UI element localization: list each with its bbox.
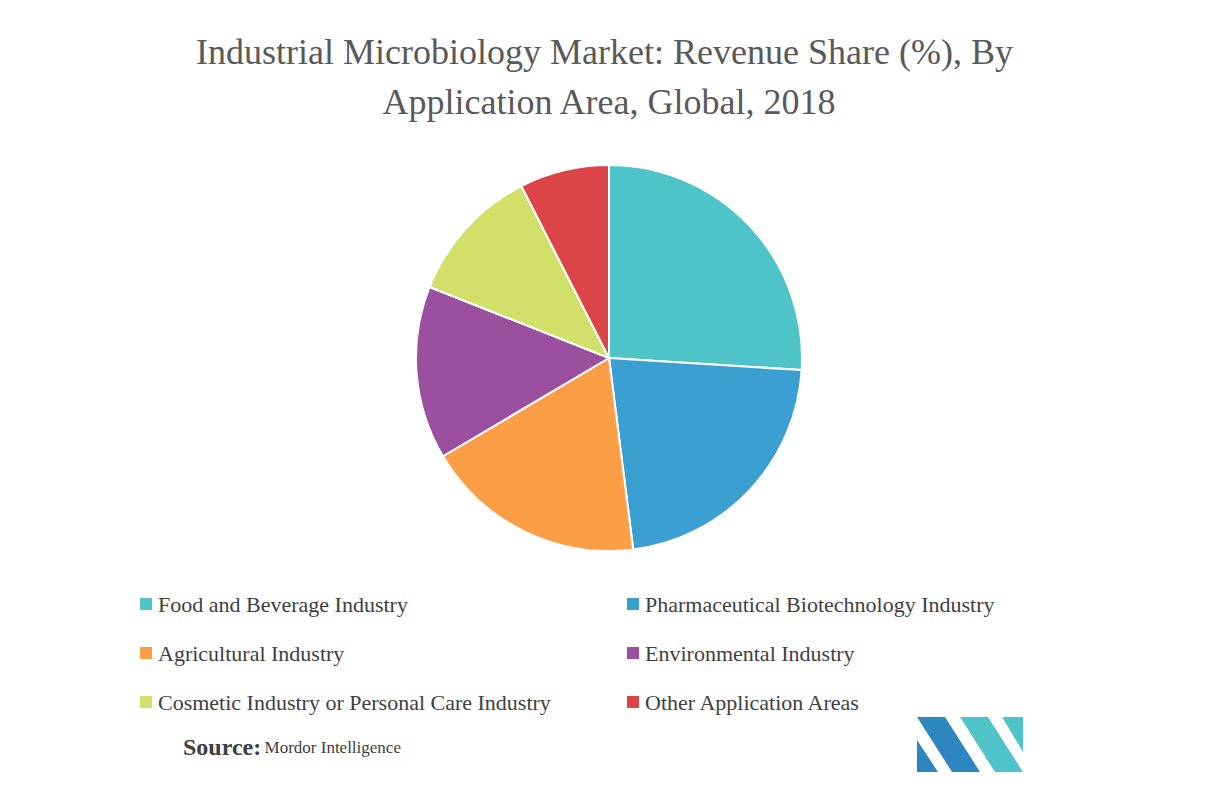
svg-text:Application Area, Global, 2018: Application Area, Global, 2018 [383,82,836,122]
svg-text:Cosmetic Industry or Personal: Cosmetic Industry or Personal Care Indus… [158,690,551,715]
svg-text:Pharmaceutical Biotechnology I: Pharmaceutical Biotechnology Industry [645,592,994,617]
svg-text:Other Application Areas: Other Application Areas [645,690,859,715]
svg-text:Food and Beverage Industry: Food and Beverage Industry [158,592,408,617]
svg-text:Source:: Source: [183,734,261,760]
svg-text:Industrial Microbiology Market: Industrial Microbiology Market: Revenue … [196,32,1022,72]
svg-text:Mordor Intelligence: Mordor Intelligence [265,738,401,757]
svg-text:Agricultural Industry: Agricultural Industry [158,641,344,666]
svg-text:Environmental Industry: Environmental Industry [645,641,855,666]
